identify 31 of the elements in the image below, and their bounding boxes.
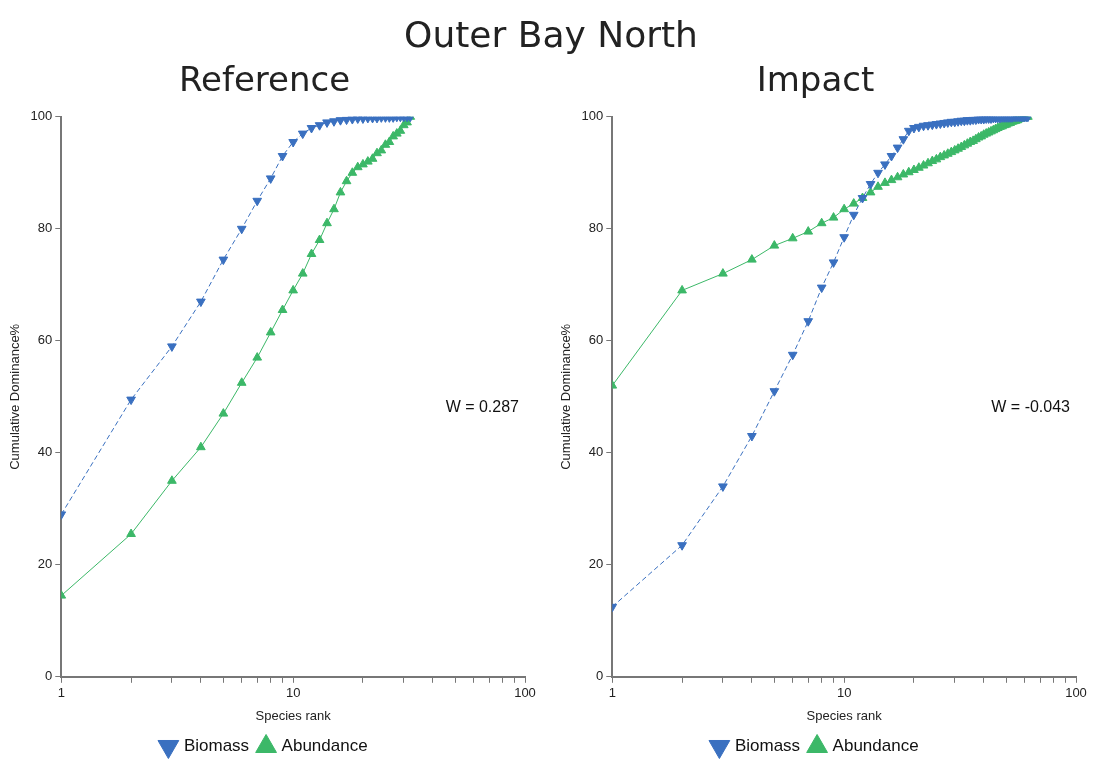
y-tick-label: 40: [588, 444, 604, 460]
x-axis-title: Species rank: [255, 707, 332, 723]
x-tick-label: 100: [514, 685, 536, 701]
legend-label: Abundance: [281, 736, 368, 756]
legend-label: Biomass: [734, 736, 801, 756]
legend-label: Biomass: [183, 736, 250, 756]
y-tick-label: 80: [588, 220, 604, 236]
legend-label: Abundance: [832, 736, 919, 756]
y-axis-title: Cumulative Dominance%: [558, 323, 574, 470]
y-tick-label: 0: [45, 668, 53, 684]
y-tick-label: 20: [588, 556, 604, 572]
x-tick-label: 1: [608, 685, 616, 701]
y-tick-label: 80: [37, 220, 53, 236]
annotation: W = -0.043: [991, 398, 1071, 416]
annotation: W = 0.287: [445, 398, 520, 416]
y-axis-title: Cumulative Dominance%: [7, 323, 23, 470]
y-tick-label: 60: [37, 332, 53, 348]
y-tick-label: 0: [596, 668, 604, 684]
y-tick-label: 60: [588, 332, 604, 348]
x-tick-label: 10: [285, 685, 301, 701]
x-tick-label: 1: [57, 685, 65, 701]
x-tick-label: 10: [836, 685, 852, 701]
x-tick-label: 100: [1065, 685, 1087, 701]
y-tick-label: 100: [30, 108, 53, 124]
y-tick-label: 40: [37, 444, 53, 460]
y-tick-label: 20: [37, 556, 53, 572]
x-axis-title: Species rank: [806, 707, 883, 723]
chart-subtitle: Reference: [178, 59, 351, 100]
chart-subtitle: Impact: [756, 59, 875, 100]
y-tick-label: 100: [581, 108, 604, 124]
chart-title: Outer Bay North: [403, 13, 699, 57]
